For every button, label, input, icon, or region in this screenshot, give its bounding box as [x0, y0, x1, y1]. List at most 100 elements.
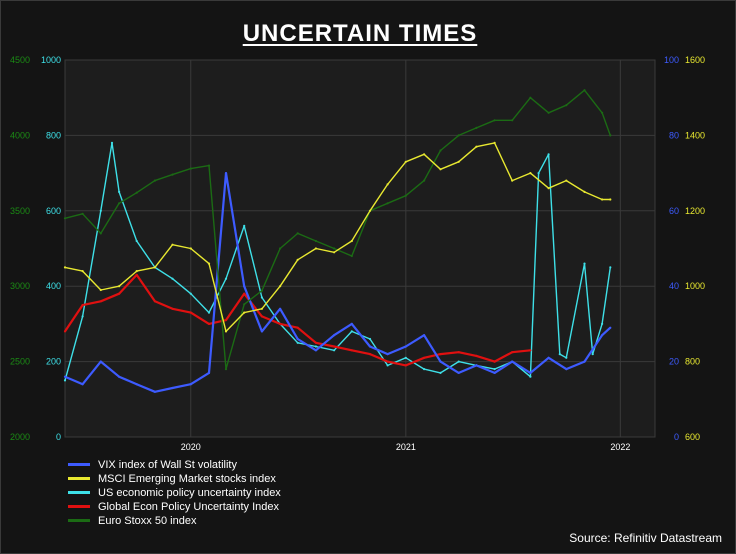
plot-area: [64, 59, 656, 438]
y-tick-label-stoxx_axis: 2000: [10, 432, 30, 442]
data-point-msci: [63, 266, 67, 269]
legend-label-global-epu: Global Econ Policy Uncertainty Index: [98, 501, 279, 513]
data-point-us_epu: [493, 368, 496, 371]
data-point-msci: [81, 270, 84, 273]
data-point-global_epu: [314, 341, 317, 344]
data-point-vix: [565, 368, 568, 371]
data-point-stoxx: [260, 289, 263, 292]
legend-swatch-global-epu: [68, 504, 90, 508]
data-point-msci: [243, 311, 246, 314]
legend-item-vix: VIX index of Wall St volatility: [68, 458, 281, 472]
data-point-us_epu: [99, 209, 102, 212]
data-point-vix: [171, 386, 174, 390]
legend-label-us-epu: US economic policy uncertainty index: [98, 487, 281, 499]
y-tick-label-msci_axis: 1200: [685, 206, 705, 216]
data-point-msci: [609, 198, 612, 201]
y-tick-label-msci_axis: 1600: [685, 55, 705, 65]
data-point-us_epu: [296, 341, 299, 344]
data-point-global_epu: [529, 349, 532, 352]
y-tick-label-vix_axis: 80: [669, 130, 679, 140]
data-point-us_epu: [457, 360, 460, 363]
data-point-stoxx: [457, 134, 460, 137]
data-point-stoxx: [81, 212, 84, 215]
data-point-vix: [601, 334, 604, 337]
data-point-us_epu: [207, 311, 211, 314]
data-point-msci: [404, 160, 407, 163]
y-tick-label-epu_axis: 0: [56, 432, 61, 442]
series-line-stoxx: [64, 89, 611, 370]
data-point-vix: [457, 371, 460, 374]
data-point-vix: [260, 330, 263, 333]
data-point-global_epu: [475, 354, 478, 357]
legend-item-global-epu: Global Econ Policy Uncertainty Index: [68, 500, 281, 514]
data-point-stoxx: [118, 202, 121, 205]
legend-label-vix: VIX index of Wall St volatility: [98, 459, 237, 471]
data-point-vix: [243, 285, 246, 288]
y-tick-label-epu_axis: 1000: [41, 55, 61, 65]
data-point-global_epu: [279, 322, 282, 325]
data-point-stoxx: [609, 134, 612, 137]
legend-swatch-vix: [68, 462, 90, 466]
data-point-global_epu: [439, 353, 442, 356]
plot-lines: [63, 89, 612, 393]
y-tick-label-stoxx_axis: 4000: [10, 130, 30, 140]
data-point-msci: [189, 247, 192, 250]
data-point-global_epu: [189, 311, 192, 314]
data-point-stoxx: [423, 179, 426, 182]
data-point-us_epu: [260, 296, 263, 299]
data-point-us_epu: [189, 292, 192, 295]
data-point-vix: [296, 337, 299, 341]
data-point-stoxx: [207, 164, 211, 167]
data-point-us_epu: [350, 330, 353, 333]
x-tick-label: 2022: [610, 442, 630, 452]
legend-label-msci: MSCI Emerging Market stocks index: [98, 473, 276, 485]
y-tick-label-msci_axis: 1000: [685, 281, 705, 291]
x-tick-label: 2020: [181, 442, 201, 452]
axis-ticks: 2020 2021 20222000250030003500400045000200…: [10, 55, 705, 452]
data-point-msci: [296, 258, 299, 261]
data-point-us_epu: [118, 190, 121, 193]
data-point-vix: [423, 334, 426, 337]
data-point-vix: [314, 349, 317, 352]
data-point-vix: [368, 345, 372, 348]
legend-item-stoxx: Euro Stoxx 50 index: [68, 514, 281, 528]
series-line-msci: [64, 142, 611, 333]
data-point-msci: [260, 307, 263, 310]
y-tick-label-vix_axis: 40: [669, 281, 679, 291]
data-point-vix: [153, 390, 156, 393]
y-tick-label-msci_axis: 1400: [685, 130, 705, 140]
data-point-msci: [386, 183, 389, 186]
y-tick-label-stoxx_axis: 4500: [10, 55, 30, 65]
y-tick-label-stoxx_axis: 3500: [10, 206, 30, 216]
data-point-stoxx: [333, 247, 336, 250]
data-point-vix: [350, 322, 353, 325]
legend-item-us-epu: US economic policy uncertainty index: [68, 486, 281, 500]
data-point-us_epu: [537, 172, 540, 175]
series-line-vix: [64, 172, 612, 393]
data-point-us_epu: [529, 375, 532, 378]
data-point-global_epu: [135, 273, 138, 276]
data-point-vix: [547, 356, 550, 359]
data-point-stoxx: [279, 247, 282, 250]
y-tick-label-vix_axis: 0: [674, 432, 679, 442]
data-point-stoxx: [493, 119, 496, 122]
data-point-msci: [583, 190, 586, 193]
data-point-stoxx: [296, 232, 299, 235]
data-point-global_epu: [423, 356, 426, 359]
data-point-stoxx: [189, 167, 192, 170]
data-point-global_epu: [386, 360, 389, 363]
data-point-us_epu: [591, 353, 594, 356]
data-point-vix: [386, 353, 389, 356]
data-point-msci: [171, 243, 174, 246]
data-point-stoxx: [386, 202, 389, 205]
data-point-global_epu: [153, 300, 156, 303]
data-point-us_epu: [110, 141, 114, 144]
data-point-us_epu: [404, 356, 407, 359]
data-point-stoxx: [63, 217, 67, 220]
data-point-us_epu: [439, 371, 442, 374]
data-point-msci: [529, 172, 532, 175]
legend-swatch-stoxx: [68, 518, 90, 522]
data-point-us_epu: [243, 224, 246, 227]
data-point-global_epu: [224, 319, 228, 322]
